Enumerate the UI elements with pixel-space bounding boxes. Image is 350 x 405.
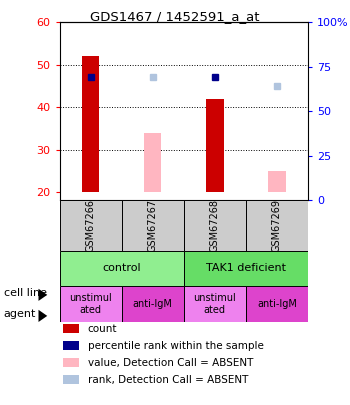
Bar <box>184 200 246 251</box>
Text: unstimul
ated: unstimul ated <box>194 293 236 315</box>
Text: cell line: cell line <box>4 288 47 298</box>
Text: rank, Detection Call = ABSENT: rank, Detection Call = ABSENT <box>88 375 248 385</box>
Text: percentile rank within the sample: percentile rank within the sample <box>88 341 263 351</box>
Bar <box>246 200 308 251</box>
Bar <box>184 251 308 286</box>
Text: anti-IgM: anti-IgM <box>257 299 297 309</box>
Bar <box>60 251 184 286</box>
Bar <box>60 200 122 251</box>
Bar <box>60 286 122 322</box>
Bar <box>122 286 184 322</box>
Text: count: count <box>88 324 117 334</box>
Bar <box>184 286 246 322</box>
Bar <box>206 99 224 192</box>
Bar <box>122 200 184 251</box>
Bar <box>82 56 99 192</box>
Text: anti-IgM: anti-IgM <box>133 299 173 309</box>
Bar <box>268 171 286 192</box>
Text: value, Detection Call = ABSENT: value, Detection Call = ABSENT <box>88 358 253 368</box>
Text: unstimul
ated: unstimul ated <box>69 293 112 315</box>
Text: TAK1 deficient: TAK1 deficient <box>206 263 286 273</box>
Bar <box>246 286 308 322</box>
Text: GSM67267: GSM67267 <box>148 199 158 252</box>
Bar <box>144 132 161 192</box>
Text: GSM67268: GSM67268 <box>210 199 220 252</box>
Text: agent: agent <box>4 309 36 319</box>
Text: GDS1467 / 1452591_a_at: GDS1467 / 1452591_a_at <box>90 10 260 23</box>
Text: control: control <box>102 263 141 273</box>
Text: GSM67266: GSM67266 <box>85 199 96 252</box>
Text: GSM67269: GSM67269 <box>272 199 282 252</box>
